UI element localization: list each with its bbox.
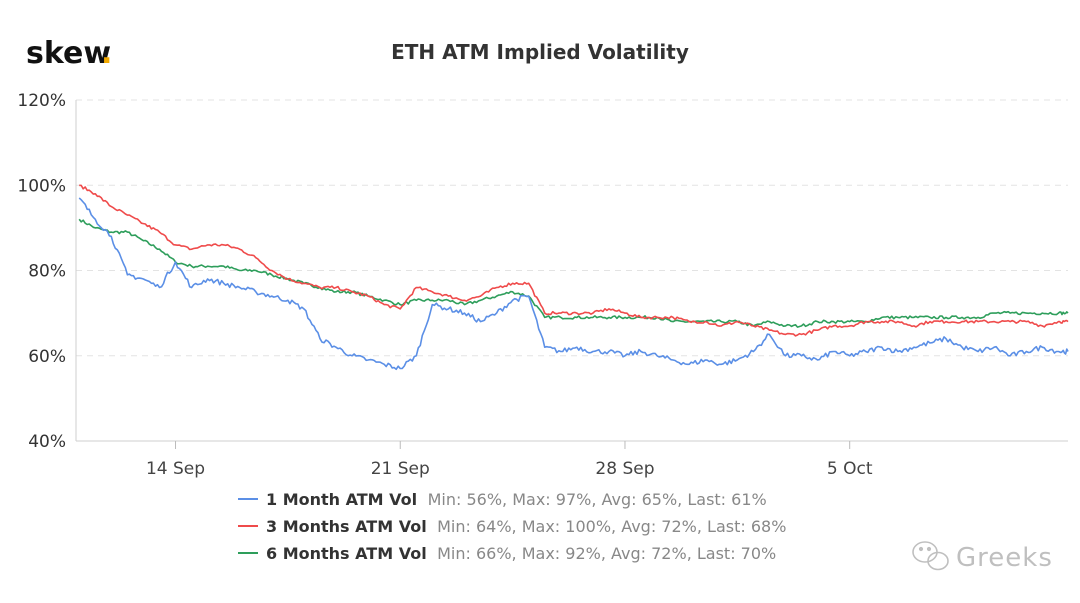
logo-text: skew <box>26 36 111 71</box>
series-line-6-months[interactable] <box>78 218 1069 328</box>
watermark: Greeks <box>912 541 1053 573</box>
axes <box>75 100 1068 442</box>
y-tick-label: 120% <box>17 91 66 111</box>
legend-label-3-months: 3 Months ATM Vol Min: 64%, Max: 100%, Av… <box>266 517 786 536</box>
legend-item-3-months[interactable]: 3 Months ATM Vol Min: 64%, Max: 100%, Av… <box>238 517 786 536</box>
x-tick-label: 5 Oct <box>827 459 873 479</box>
legend-label-6-months: 6 Months ATM Vol Min: 66%, Max: 92%, Avg… <box>266 544 776 563</box>
x-tick-label: 21 Sep <box>371 459 430 479</box>
y-tick-label: 100% <box>17 176 66 196</box>
wechat-icon <box>912 541 949 571</box>
legend-label-1-month: 1 Month ATM Vol Min: 56%, Max: 97%, Avg:… <box>266 490 767 509</box>
x-tick-label: 28 Sep <box>595 459 654 479</box>
legend: 1 Month ATM Vol Min: 56%, Max: 97%, Avg:… <box>238 490 786 563</box>
x-tick-label: 14 Sep <box>146 459 205 479</box>
logo-dot: . <box>101 36 112 71</box>
series-lines <box>78 184 1069 371</box>
series-line-1-month[interactable] <box>78 197 1069 371</box>
legend-item-6-months[interactable]: 6 Months ATM Vol Min: 66%, Max: 92%, Avg… <box>238 544 776 563</box>
y-axis-ticks: 40% 60% 80% 100% 120% <box>17 91 66 452</box>
x-axis-ticks: 14 Sep 21 Sep 28 Sep 5 Oct <box>146 441 873 479</box>
y-tick-label: 60% <box>28 347 66 367</box>
legend-item-1-month[interactable]: 1 Month ATM Vol Min: 56%, Max: 97%, Avg:… <box>238 490 767 509</box>
skew-logo[interactable]: skew . <box>26 36 112 71</box>
y-tick-label: 80% <box>28 262 66 282</box>
y-tick-label: 40% <box>28 432 66 452</box>
series-line-3-months[interactable] <box>79 184 1069 337</box>
chart-title: ETH ATM Implied Volatility <box>391 40 689 64</box>
watermark-text: Greeks <box>956 543 1053 573</box>
